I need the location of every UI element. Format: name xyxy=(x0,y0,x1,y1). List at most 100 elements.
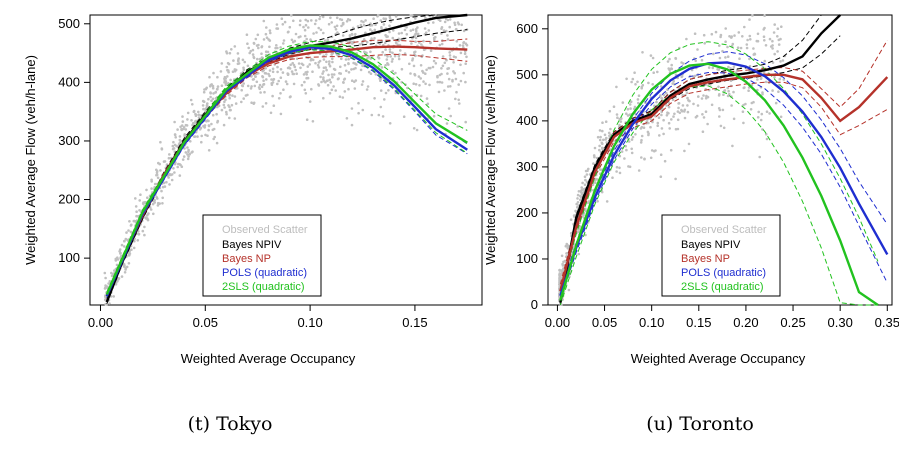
tokyo-scatter-point xyxy=(132,246,136,250)
tokyo-scatter-point xyxy=(170,178,174,182)
toronto-scatter-point xyxy=(660,127,664,130)
tokyo-scatter-point xyxy=(104,302,107,306)
tokyo-scatter-point xyxy=(390,60,394,63)
tokyo-scatter-point xyxy=(330,88,334,92)
toronto-scatter-point xyxy=(680,75,683,79)
toronto-scatter-point xyxy=(645,120,649,123)
tokyo-scatter-point xyxy=(458,102,461,105)
tokyo-scatter-point xyxy=(455,27,458,31)
tokyo-scatter-point xyxy=(186,157,190,161)
toronto-scatter-point xyxy=(612,105,616,108)
toronto-legend-pols: POLS (quadratic) xyxy=(681,267,766,279)
toronto-scatter-point xyxy=(611,176,614,179)
tokyo-scatter-point xyxy=(150,180,153,183)
tokyo-scatter-point xyxy=(161,202,164,205)
toronto-scatter-point xyxy=(657,116,661,119)
tokyo-scatter-point xyxy=(391,51,394,55)
toronto-scatter-point xyxy=(772,31,776,34)
toronto-scatter-point xyxy=(726,55,730,58)
tokyo-scatter-point xyxy=(199,126,203,130)
tokyo-scatter-point xyxy=(108,302,111,305)
tokyo-scatter-point xyxy=(178,138,182,142)
tokyo-scatter-point xyxy=(209,95,212,99)
tokyo-scatter-point xyxy=(224,82,228,85)
tokyo-scatter-point xyxy=(125,265,129,269)
toronto-scatter-point xyxy=(695,114,699,118)
toronto-bayes-np-line xyxy=(559,73,889,292)
toronto-scatter-point xyxy=(659,85,663,88)
tokyo-y-tick-label: 200 xyxy=(58,192,80,207)
tokyo-scatter-point xyxy=(228,94,231,97)
toronto-scatter-point xyxy=(660,113,663,117)
toronto-scatter-point xyxy=(569,232,573,235)
tokyo-scatter-point xyxy=(160,189,163,193)
tokyo-scatter-point xyxy=(259,91,262,94)
toronto-scatter-point xyxy=(676,110,680,113)
tokyo-scatter-point xyxy=(282,42,285,45)
tokyo-scatter-point xyxy=(464,80,467,84)
tokyo-scatter-point xyxy=(447,77,451,81)
toronto-scatter-point xyxy=(659,175,663,178)
tokyo-scatter-point xyxy=(436,74,439,78)
tokyo-scatter-point xyxy=(268,69,272,72)
tokyo-scatter-point xyxy=(460,23,464,27)
tokyo-scatter-point xyxy=(288,25,292,29)
toronto-scatter-point xyxy=(710,103,714,107)
tokyo-scatter-point xyxy=(228,108,232,112)
tokyo-scatter-point xyxy=(123,245,126,248)
tokyo-scatter-point xyxy=(247,46,250,50)
toronto-scatter-point xyxy=(647,132,650,135)
toronto-scatter-point xyxy=(558,275,561,279)
tokyo-scatter-point xyxy=(187,148,190,152)
toronto-scatter-point xyxy=(781,59,785,62)
tokyo-scatter-point xyxy=(124,268,127,271)
toronto-scatter-point xyxy=(670,67,674,71)
tokyo-2sls-quadratic-lower-band xyxy=(106,49,468,297)
tokyo-scatter-point xyxy=(181,120,185,123)
toronto-scatter-point xyxy=(759,76,763,80)
tokyo-scatter-point xyxy=(231,70,235,73)
toronto-scatter-point xyxy=(683,108,687,112)
tokyo-scatter-point xyxy=(224,98,227,101)
toronto-scatter-point xyxy=(618,123,621,127)
tokyo-scatter-point xyxy=(176,128,179,131)
tokyo-scatter-point xyxy=(237,57,240,60)
toronto-scatter-point xyxy=(587,167,590,171)
tokyo-scatter-point xyxy=(244,94,248,97)
tokyo-scatter-point xyxy=(269,111,273,115)
toronto-scatter-point xyxy=(641,51,644,54)
toronto-scatter-point xyxy=(584,233,587,237)
tokyo-scatter-point xyxy=(197,110,200,114)
toronto-scatter-point xyxy=(702,94,705,97)
tokyo-scatter-point xyxy=(211,86,215,90)
tokyo-scatter-point xyxy=(225,65,229,69)
toronto-scatter-point xyxy=(714,30,718,34)
tokyo-scatter-point xyxy=(223,79,227,83)
toronto-scatter-point xyxy=(681,104,685,107)
toronto-scatter-point xyxy=(749,108,753,111)
tokyo-scatter-point xyxy=(135,214,138,218)
tokyo-scatter-point xyxy=(104,276,107,280)
toronto-scatter-point xyxy=(704,96,708,100)
tokyo-scatter-point xyxy=(322,31,325,35)
tokyo-scatter-point xyxy=(188,152,191,156)
toronto-scatter-point xyxy=(630,147,633,151)
toronto-scatter-point xyxy=(680,109,684,113)
tokyo-scatter-point xyxy=(211,97,215,101)
tokyo-scatter-point xyxy=(405,33,409,36)
toronto-scatter-point xyxy=(575,202,578,206)
toronto-scatter-point xyxy=(701,130,705,133)
tokyo-scatter-point xyxy=(359,23,363,27)
toronto-scatter-point xyxy=(616,116,619,119)
tokyo-scatter-point xyxy=(186,118,189,121)
tokyo-scatter-point xyxy=(274,46,277,50)
tokyo-scatter-point xyxy=(205,86,208,90)
tokyo-scatter-point xyxy=(318,14,322,18)
tokyo-scatter-point xyxy=(258,83,262,87)
toronto-scatter-point xyxy=(593,155,596,159)
toronto-scatter-point xyxy=(656,124,659,127)
tokyo-scatter-point xyxy=(207,97,210,101)
toronto-scatter-point xyxy=(686,110,690,114)
tokyo-scatter-point xyxy=(331,60,334,64)
tokyo-scatter-point xyxy=(226,61,230,65)
